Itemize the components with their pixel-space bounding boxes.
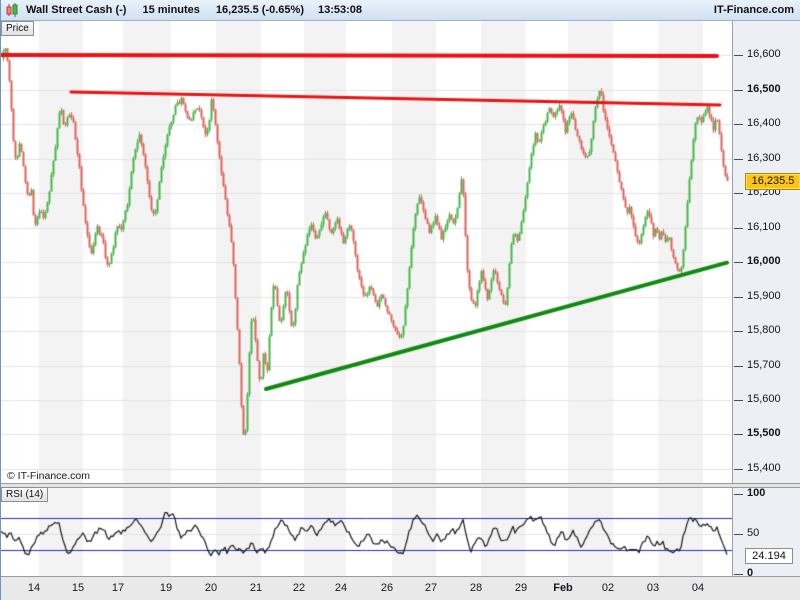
axis-tick-mark (734, 55, 743, 56)
price-tick-label: 16,400 (747, 117, 781, 129)
rsi-chart-canvas[interactable] (1, 488, 732, 576)
rsi-tick-label: 100 (747, 487, 766, 499)
copyright-watermark: © IT-Finance.com (7, 470, 91, 482)
price-chart-canvas[interactable] (1, 21, 732, 483)
axis-tick-mark (734, 297, 743, 298)
price-tick-label: 16,500 (747, 83, 781, 95)
date-axis-label: 14 (27, 582, 41, 594)
price-tick-label: 15,400 (747, 462, 781, 474)
price-tick-label: 16,000 (747, 255, 781, 267)
axis-tick-mark (734, 90, 743, 91)
last-price-change: 16,235.5 (-0.65%) (215, 4, 304, 16)
date-axis-label: 29 (514, 582, 528, 594)
date-axis-label: 03 (646, 582, 660, 594)
axis-tick-mark (734, 534, 743, 535)
axis-tick-mark (734, 494, 743, 495)
timeframe-label: 15 minutes (142, 4, 200, 16)
rsi-tick-label: 0 (747, 567, 754, 579)
current-price-tag: 16,235.5 (745, 173, 800, 190)
instrument-title: Wall Street Cash (-) (26, 4, 127, 16)
price-tick-label: 15,600 (747, 393, 781, 405)
tab-price[interactable]: Price (1, 21, 34, 36)
date-axis-label: 22 (292, 582, 306, 594)
date-axis-label: 19 (159, 582, 173, 594)
price-tick-label: 15,900 (747, 290, 781, 302)
price-tick-label: 15,800 (747, 324, 781, 336)
axis-tick-mark (734, 574, 743, 575)
price-tick-label: 15,500 (747, 427, 781, 439)
axis-tick-mark (734, 228, 743, 229)
axis-tick-mark (734, 469, 743, 470)
price-axis[interactable]: 16,235.5 24.194 16,600 16,500 16,400 16,300… (732, 21, 800, 579)
axis-tick-mark (734, 124, 743, 125)
rsi-tick-label: 50 (747, 527, 760, 539)
date-axis-label: 17 (111, 582, 125, 594)
date-axis-label: 26 (380, 582, 394, 594)
date-axis-label: 02 (601, 582, 615, 594)
brand-label: IT-Finance.com (713, 4, 794, 16)
panel-divider[interactable] (1, 483, 800, 488)
price-tick-label: 16,100 (747, 221, 781, 233)
date-axis-label: 21 (249, 582, 263, 594)
axis-tick-mark (734, 434, 743, 435)
axis-tick-mark (734, 193, 743, 194)
price-tick-label: 16,300 (747, 152, 781, 164)
axis-tick-mark (734, 366, 743, 367)
axis-tick-mark (734, 400, 743, 401)
date-axis-label: Feb (553, 582, 573, 594)
tab-rsi[interactable]: RSI (14) (1, 487, 49, 502)
current-rsi-tag: 24.194 (745, 548, 793, 564)
date-axis-label: 15 (71, 582, 85, 594)
quote-time: 13:53:08 (317, 4, 363, 16)
axis-tick-mark (734, 331, 743, 332)
axis-tick-mark (734, 262, 743, 263)
axis-tick-mark (734, 159, 743, 160)
date-axis-label: 24 (334, 582, 348, 594)
date-axis-label: 20 (204, 582, 218, 594)
candlestick-icon (6, 3, 18, 17)
price-tick-label: 15,700 (747, 359, 781, 371)
date-axis-label: 04 (691, 582, 705, 594)
date-axis-label: 27 (424, 582, 438, 594)
date-axis-label: 28 (469, 582, 483, 594)
instrument-header: Wall Street Cash (-) 15 minutes 16,235.5… (1, 0, 800, 21)
price-tick-label: 16,600 (747, 48, 781, 60)
date-axis[interactable]: 14 15 17 19 20 21 22 24 26 27 28 29 Feb 02 03 04 (1, 576, 800, 600)
